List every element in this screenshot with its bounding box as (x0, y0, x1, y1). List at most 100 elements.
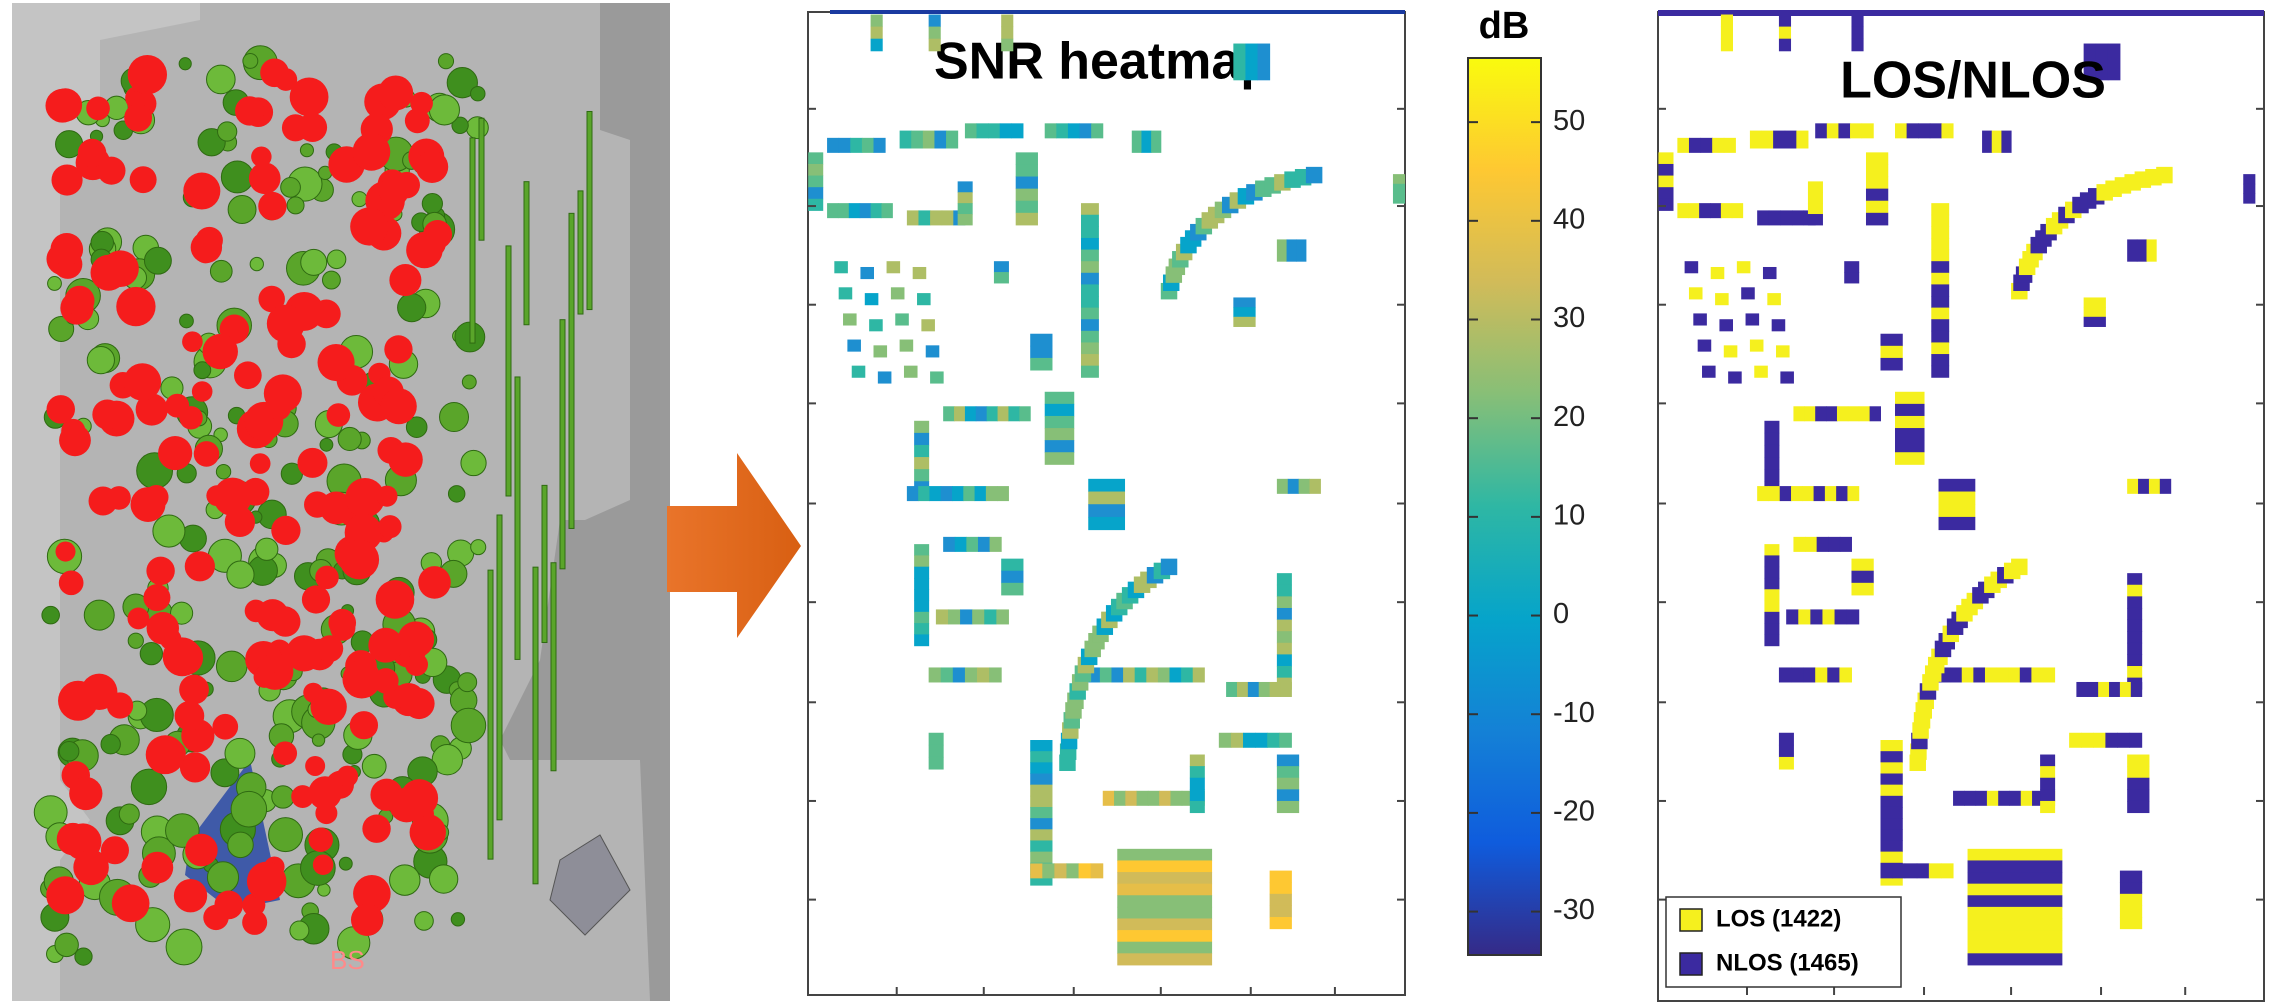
los-cell (2127, 620, 2142, 632)
heat-cell (1016, 177, 1038, 190)
heat-cell (860, 203, 871, 218)
los-cell (1895, 392, 1925, 405)
heat-cell (860, 267, 874, 279)
los-cell (2011, 559, 2027, 575)
tree (228, 832, 254, 858)
heat-cell (1277, 766, 1299, 778)
los-cell (1895, 440, 1925, 453)
heat-cell (914, 457, 929, 470)
heat-cell (929, 757, 944, 770)
building-red (130, 166, 157, 193)
heat-cell (1081, 215, 1099, 227)
heat-cell (914, 555, 929, 567)
arrow (667, 453, 801, 638)
building-red (212, 714, 238, 740)
heat-cell (900, 340, 914, 352)
los-cell (1764, 589, 1779, 601)
colorbar-title: dB (1479, 5, 1530, 47)
heat-cell (929, 27, 941, 40)
los-cell (1880, 785, 1902, 797)
tree (471, 86, 485, 100)
building-red (267, 396, 291, 420)
heat-cell (1045, 440, 1075, 453)
los-cell (1810, 609, 1823, 624)
tree (225, 738, 255, 768)
los-cell (2131, 682, 2142, 697)
heat-cell (887, 261, 901, 273)
building-red (378, 515, 401, 538)
heat-cell (1016, 164, 1038, 177)
building-red (203, 334, 238, 369)
heat-cell (1277, 666, 1292, 678)
tree (131, 769, 166, 804)
heat-cell (988, 123, 1000, 138)
los-cell (1721, 203, 1732, 218)
heat-cell (1081, 226, 1099, 238)
heat-cell (1081, 238, 1099, 250)
tree (362, 754, 386, 778)
heat-cell (929, 667, 942, 682)
los-cell (1728, 371, 1742, 383)
los-cell (1880, 818, 1902, 830)
los-cell (1931, 261, 1949, 273)
los-cell (1895, 452, 1925, 465)
tree (42, 606, 60, 624)
heat-cell (895, 313, 909, 325)
los-cell (1939, 517, 1976, 530)
heat-cell (963, 486, 975, 501)
los-cell (1998, 791, 2010, 806)
heat-cell (1281, 682, 1292, 697)
tick-label: 0 (1553, 598, 1569, 630)
heat-cell (808, 187, 823, 199)
los-cell (2243, 174, 2255, 184)
los-cell (2120, 905, 2142, 917)
los-cell (2137, 239, 2147, 261)
heat-cell (1310, 479, 1321, 494)
heat-cell (874, 138, 886, 153)
heat-cell (1117, 953, 1212, 965)
heat-cell (914, 567, 929, 579)
los-cell (1851, 27, 1863, 40)
figure: BS SNR heatmap dB -30-20-1001020304050 L… (0, 0, 2275, 1005)
los-cell (1851, 559, 1873, 572)
los-cell (1658, 199, 1673, 211)
heat-cell (865, 293, 879, 305)
heat-cell (1393, 174, 1405, 184)
heat-cell (1117, 849, 1212, 861)
los-cell (1880, 740, 1902, 752)
los-cell (1802, 486, 1814, 501)
building-red (124, 363, 161, 400)
los-cell (1698, 340, 1712, 352)
heat-cell (1279, 733, 1292, 748)
heat-cell (1277, 789, 1299, 801)
heat-cell (847, 340, 861, 352)
los-cell (1693, 313, 1707, 325)
building-red (183, 172, 220, 209)
heat-cell (966, 537, 978, 552)
los-cell (1941, 123, 1953, 138)
los-cell (1847, 609, 1860, 624)
tree-row (533, 567, 538, 884)
heat-cell (976, 406, 987, 421)
heat-cell (1030, 751, 1052, 763)
heat-cell (1030, 840, 1052, 852)
los-cell (1746, 313, 1760, 325)
los-cell (1992, 131, 2002, 153)
los-cell (1839, 667, 1852, 682)
heat-cell (1233, 307, 1255, 317)
los-cell (1710, 203, 1721, 218)
los-cell (1844, 261, 1859, 272)
building-red (213, 478, 251, 516)
heat-cell (1277, 801, 1299, 813)
heat-cell (1259, 682, 1270, 697)
heat-cell (996, 609, 1009, 624)
building-red (194, 441, 220, 467)
building-red (275, 68, 298, 91)
heat-cell (958, 203, 973, 214)
heat-cell (914, 623, 929, 635)
heat-cell (1030, 852, 1052, 864)
heat-cell (1393, 184, 1405, 194)
heat-cell (958, 192, 973, 203)
heat-cell (1288, 479, 1299, 494)
heat-cell (1277, 778, 1299, 790)
